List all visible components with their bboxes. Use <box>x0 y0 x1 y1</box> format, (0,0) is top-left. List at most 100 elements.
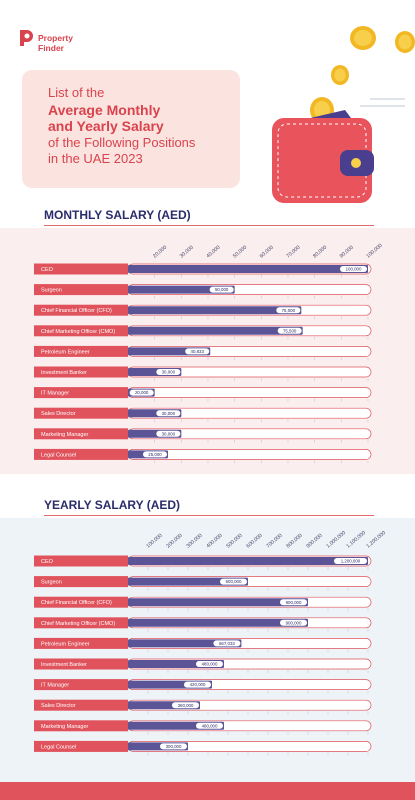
yearly-category-label-bg <box>34 596 128 608</box>
monthly-category-label: Marketing Manager <box>41 432 89 438</box>
yearly-tick-label: 600,000 <box>245 533 263 550</box>
monthly-category-label: Legal Counsel <box>41 452 76 458</box>
monthly-value-label-bg <box>156 430 181 437</box>
yearly-category-label-bg <box>34 658 128 670</box>
monthly-value-label: 40,833 <box>191 349 205 354</box>
monthly-value-label: 30,000 <box>162 370 176 375</box>
monthly-category-label-bg <box>34 304 128 316</box>
yearly-category-label-bg <box>34 740 128 752</box>
monthly-bar <box>128 285 235 294</box>
yearly-tick-label: 1,100,000 <box>345 530 367 550</box>
monthly-value-label-bg <box>129 389 154 396</box>
monthly-tick-label: 90,000 <box>339 245 355 260</box>
monthly-tick-label: 70,000 <box>285 245 301 260</box>
monthly-chart-title: MONTHLY SALARY (AED) <box>44 208 191 222</box>
monthly-category-label: Chief Financial Officer (CFO) <box>41 308 112 314</box>
monthly-category-label: Surgeon <box>41 288 62 294</box>
monthly-bar <box>128 326 303 335</box>
yearly-value-label: 480,000 <box>202 662 218 667</box>
yearly-category-label: IT Manager <box>41 683 69 689</box>
yearly-category-label-bg <box>34 555 128 567</box>
hero-line5: in the UAE 2023 <box>48 151 143 166</box>
monthly-category-label-bg <box>34 263 128 275</box>
monthly-value-label: 50,000 <box>215 287 229 292</box>
brand-name: Property Finder <box>38 33 73 53</box>
monthly-tick-label: 20,000 <box>152 245 168 260</box>
yearly-value-label: 900,000 <box>286 600 302 605</box>
monthly-tick-label: 30,000 <box>179 245 195 260</box>
yearly-bar <box>128 557 368 565</box>
monthly-bar-track <box>127 387 372 398</box>
monthly-category-label: Investment Banker <box>41 370 87 376</box>
monthly-tick-label: 40,000 <box>205 245 221 260</box>
yearly-value-label-bg <box>196 661 223 667</box>
wallet-coins-illustration <box>272 26 415 203</box>
yearly-bar <box>128 598 308 607</box>
monthly-category-label: Chief Marketing Officer (CMO) <box>41 329 115 335</box>
property-finder-logo-icon <box>20 30 33 46</box>
footer-strip <box>0 782 415 800</box>
yearly-tick-label: 700,000 <box>265 533 283 550</box>
monthly-value-label-bg <box>143 451 167 458</box>
yearly-category-label-bg <box>34 720 128 732</box>
yearly-value-label-bg <box>280 599 307 606</box>
yearly-tick-label: 300,000 <box>185 533 203 550</box>
monthly-value-label: 75,000 <box>282 308 296 313</box>
monthly-tick-label: 100,000 <box>365 243 383 260</box>
hero-title: List of the Average Monthly and Yearly S… <box>48 85 238 168</box>
monthly-value-label-bg <box>276 307 301 314</box>
yearly-tick-label: 100,000 <box>145 533 163 550</box>
yearly-value-label-bg <box>184 681 211 688</box>
yearly-value-label: 600,000 <box>226 579 242 584</box>
yearly-value-label-bg <box>220 578 247 585</box>
monthly-value-label-bg <box>209 286 234 293</box>
monthly-value-label-bg <box>340 266 367 272</box>
yearly-category-label-bg <box>34 637 128 649</box>
coin-icon <box>350 26 376 50</box>
coin-icon <box>395 31 415 53</box>
yearly-category-label: Chief Financial Officer (CFO) <box>41 600 112 606</box>
monthly-value-label: 25,000 <box>148 452 162 457</box>
hero-line4: of the Following Positions <box>48 134 196 150</box>
monthly-value-label: 20,000 <box>135 390 149 395</box>
yearly-bar <box>128 639 242 648</box>
brand-name-line1: Property <box>38 33 73 43</box>
yearly-category-label-bg <box>34 576 128 588</box>
monthly-value-label: 30,000 <box>162 411 176 416</box>
monthly-category-label-bg <box>34 428 128 440</box>
monthly-value-label-bg <box>156 410 181 417</box>
yearly-value-label: 420,000 <box>190 682 206 687</box>
yearly-category-label: Marketing Manager <box>41 724 89 730</box>
monthly-category-label-bg <box>34 284 128 296</box>
brand-name-line2: Finder <box>38 43 64 53</box>
yearly-value-label: 900,000 <box>286 620 302 625</box>
yearly-chart-title: YEARLY SALARY (AED) <box>44 498 181 512</box>
monthly-category-label-bg <box>34 366 128 378</box>
hero-line3: and Yearly Salary <box>48 118 164 134</box>
yearly-category-label: Investment Banker <box>41 662 87 668</box>
yearly-value-label-bg <box>334 558 367 564</box>
monthly-bar <box>128 265 368 273</box>
yearly-value-label: 1,200,000 <box>341 559 361 564</box>
yearly-tick-label: 400,000 <box>205 533 223 550</box>
monthly-value-label-bg <box>277 327 302 334</box>
monthly-category-label: Sales Director <box>41 411 76 417</box>
yearly-value-label-bg <box>196 722 223 729</box>
monthly-value-label: 30,000 <box>162 431 176 436</box>
monthly-category-label-bg <box>34 448 128 460</box>
yearly-value-label: 300,000 <box>166 744 182 749</box>
yearly-value-label-bg <box>160 743 187 750</box>
monthly-category-label-bg <box>34 345 128 357</box>
yearly-tick-label: 200,000 <box>165 533 183 550</box>
hero-line1: List of the <box>48 85 105 100</box>
yearly-category-label: Surgeon <box>41 580 62 586</box>
monthly-value-label-bg <box>156 369 181 375</box>
monthly-tick-label: 50,000 <box>232 245 248 260</box>
monthly-value-label: 100,000 <box>346 267 362 272</box>
yearly-tick-label: 800,000 <box>285 533 303 550</box>
yearly-value-label-bg <box>280 619 307 626</box>
yearly-category-label: Petroleum Engineer <box>41 641 90 647</box>
monthly-tick-label: 60,000 <box>259 245 275 260</box>
yearly-category-label: CEO <box>41 559 54 565</box>
monthly-title-rule <box>44 225 374 226</box>
